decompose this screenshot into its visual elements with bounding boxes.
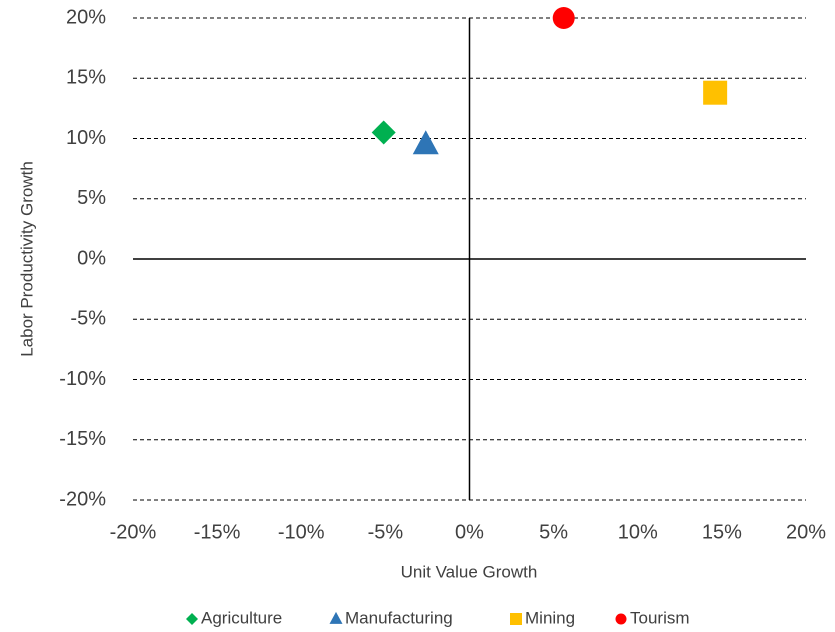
y-tick-label: -15% [59, 428, 106, 450]
y-tick-label: 10% [66, 127, 106, 149]
legend-label: Tourism [630, 608, 690, 627]
x-tick-label: 0% [455, 521, 484, 543]
legend-marker [510, 613, 522, 625]
x-tick-label: -20% [110, 521, 157, 543]
legend-marker [329, 611, 343, 624]
y-tick-label: 0% [77, 247, 106, 269]
legend-label: Agriculture [201, 608, 282, 627]
x-axis-title: Unit Value Growth [401, 562, 538, 581]
y-tick-label: 5% [77, 187, 106, 209]
y-tick-label: -20% [59, 488, 106, 510]
y-tick-label: 15% [66, 67, 106, 89]
x-tick-label: -15% [194, 521, 241, 543]
marker [552, 7, 575, 29]
legend-marker [615, 613, 627, 625]
x-tick-label: 15% [702, 521, 742, 543]
y-tick-label: 20% [66, 6, 106, 28]
marker [412, 130, 439, 155]
y-axis-title: Labor Productivity Growth [17, 161, 36, 357]
marker [371, 120, 396, 145]
legend-marker [186, 613, 198, 625]
x-tick-label: 10% [618, 521, 658, 543]
x-tick-label: -10% [278, 521, 325, 543]
x-tick-label: 20% [786, 521, 826, 543]
marker [703, 80, 728, 105]
y-tick-label: -5% [70, 308, 106, 330]
y-tick-label: -10% [59, 368, 106, 390]
x-tick-label: -5% [368, 521, 404, 543]
x-tick-label: 5% [539, 521, 568, 543]
legend-label: Mining [525, 608, 575, 627]
legend-label: Manufacturing [345, 608, 453, 627]
